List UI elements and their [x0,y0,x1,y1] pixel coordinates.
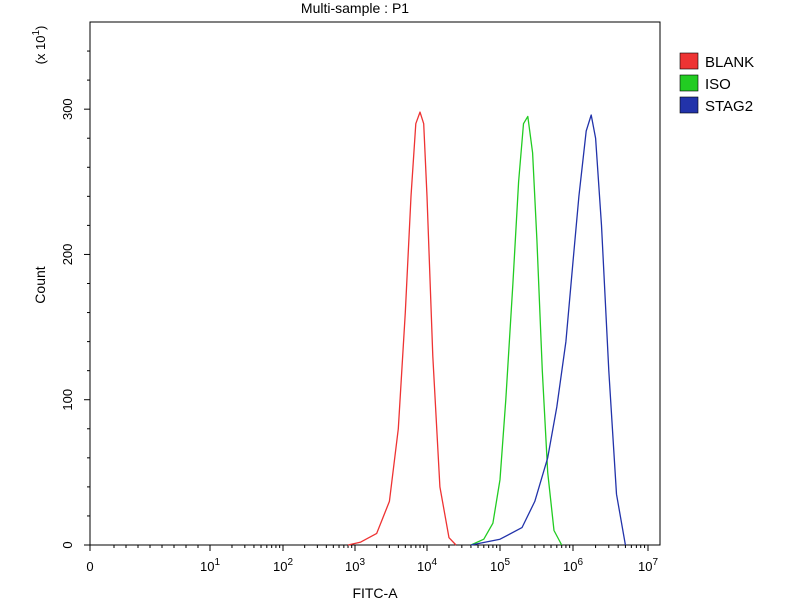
x-tick-label: 104 [417,557,437,574]
y-tick-label: 100 [60,389,75,411]
series-line-iso [470,115,563,546]
legend-label-stag2: STAG2 [705,98,753,115]
legend-swatch-blank [679,52,699,70]
chart-title: Multi-sample : P1 [301,0,409,16]
y-axis: 0 100 200 300 [60,50,90,549]
plot-frame [89,21,661,546]
y-tick-label: 300 [60,98,75,120]
x-axis: 0 101 102 103 104 105 106 107 [86,545,658,574]
x-tick-label: 103 [345,557,365,574]
series-line-stag2 [470,114,627,546]
legend-label-blank: BLANK [705,54,754,71]
y-axis-title: Count [32,266,48,303]
legend-label-iso: ISO [705,76,731,93]
y-tick-label: 0 [60,541,75,548]
x-tick-label: 107 [638,557,658,574]
x-axis-title: FITC-A [352,585,398,600]
legend-swatch-stag2 [679,96,699,114]
y-multiplier-prefix: (x 10 [33,36,48,65]
legend-swatch-iso [679,74,699,92]
x-tick-label: 105 [490,557,510,574]
x-tick-label: 0 [86,559,93,574]
series-lines [347,111,627,546]
x-tick-label: 101 [200,557,220,574]
svg-text:(x 101): (x 101) [31,26,48,65]
x-tick-label: 102 [273,557,293,574]
legend: BLANK ISO STAG2 [679,52,754,115]
series-line-blank [347,111,457,546]
y-multiplier-label: (x 101) [31,26,48,65]
y-multiplier-exponent: 1 [31,30,42,36]
y-tick-label: 200 [60,244,75,266]
x-tick-label: 106 [563,557,583,574]
